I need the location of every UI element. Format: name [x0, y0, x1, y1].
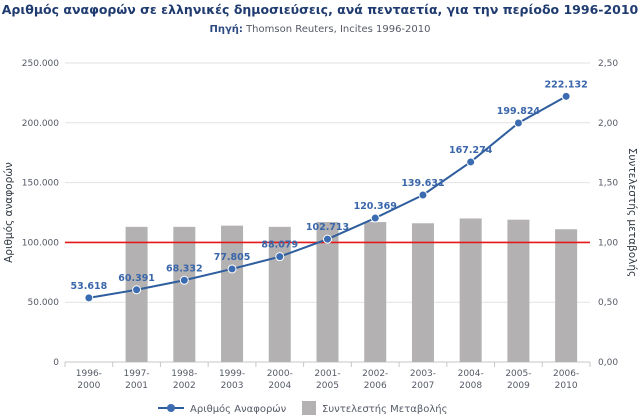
legend-line-marker [167, 404, 175, 412]
x-tick-label: 1998- [171, 369, 197, 379]
line-point [227, 264, 237, 274]
x-tick-label: 2007 [412, 381, 435, 391]
data-label: 167.274 [449, 145, 493, 156]
data-label: 68.332 [166, 263, 203, 274]
bar [555, 229, 578, 362]
y-right-tick-label: 1,50 [598, 179, 618, 189]
bar [125, 226, 148, 362]
y-right-axis-title: Συντελεστής μεταβολής [626, 148, 638, 277]
x-tick-label: 2004 [268, 381, 291, 391]
x-tick-label: 2001 [125, 381, 148, 391]
bar [173, 226, 196, 362]
x-tick-label: 2004- [458, 369, 484, 379]
x-tick-label: 2000 [77, 381, 100, 391]
data-label: 120.369 [354, 201, 397, 212]
data-label: 77.805 [214, 252, 251, 263]
y-left-tick-label: 250.000 [22, 59, 59, 69]
legend-label: Συντελεστής Μεταβολής [322, 403, 447, 415]
line-point [275, 252, 285, 262]
y-left-tick-label: 0 [53, 358, 59, 368]
y-left-tick-label: 100.000 [22, 238, 59, 248]
x-tick-label: 1997- [124, 369, 150, 379]
y-right-tick-label: 0,50 [598, 298, 618, 308]
data-label: 53.618 [71, 281, 108, 292]
chart-source: Πηγή: Thomson Reuters, Incites 1996-2010 [0, 24, 640, 35]
bar [411, 223, 434, 362]
x-tick-label: 2003- [410, 369, 436, 379]
y-right-tick-label: 1,00 [598, 238, 618, 248]
data-label: 60.391 [118, 273, 155, 284]
data-label: 102.713 [306, 222, 349, 233]
bar [221, 225, 244, 362]
bar [268, 226, 291, 362]
y-left-tick-label: 200.000 [22, 119, 59, 129]
y-right-tick-label: 2,00 [598, 119, 618, 129]
source-label: Πηγή: [209, 24, 243, 35]
line-point [84, 293, 94, 303]
x-tick-label: 2005 [316, 381, 339, 391]
line-point [323, 234, 332, 244]
legend-label: Αριθμός Αναφορών [190, 403, 287, 415]
x-tick-label: 2003 [221, 381, 244, 391]
line-point [561, 91, 571, 101]
line-point [418, 190, 428, 200]
data-label: 199.824 [497, 106, 541, 117]
x-tick-label: 2001- [314, 369, 340, 379]
x-tick-label: 2006 [364, 381, 387, 391]
legend-bar-swatch [302, 401, 316, 415]
y-right-tick-label: 0,00 [598, 358, 618, 368]
y-left-tick-label: 50.000 [28, 298, 60, 308]
line-point [179, 275, 189, 285]
chart-title: Αριθμός αναφορών σε ελληνικές δημοσιεύσε… [1, 2, 639, 17]
bar [316, 222, 339, 362]
bar [507, 219, 530, 362]
line-point [466, 157, 476, 167]
x-tick-label: 2002 [173, 381, 196, 391]
x-tick-label: 2006- [553, 369, 579, 379]
source-value: Thomson Reuters, Incites 1996-2010 [246, 24, 431, 35]
line-point [513, 118, 523, 128]
y-left-axis-title: Αριθμός αναφορών [3, 162, 15, 263]
x-tick-label: 1999- [219, 369, 245, 379]
line-point [132, 285, 142, 295]
x-tick-label: 1996- [76, 369, 102, 379]
data-label: 139.631 [401, 178, 444, 189]
x-tick-label: 2009 [507, 381, 530, 391]
x-tick-label: 2002- [362, 369, 388, 379]
y-right-tick-label: 2,50 [598, 59, 618, 69]
x-tick-label: 2000- [267, 369, 293, 379]
bar [459, 218, 482, 362]
x-tick-label: 2008 [459, 381, 482, 391]
bar [364, 222, 387, 362]
x-tick-label: 2010 [555, 381, 578, 391]
line-point [370, 213, 380, 223]
data-label: 222.132 [544, 79, 587, 90]
x-tick-label: 2005- [505, 369, 531, 379]
y-left-tick-label: 150.000 [22, 179, 59, 189]
data-label: 88.079 [261, 240, 298, 251]
